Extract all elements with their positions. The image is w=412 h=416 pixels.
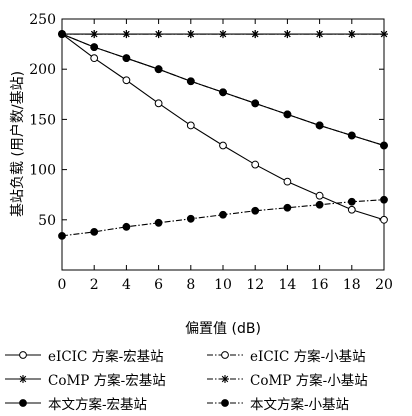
legend-item: eICIC 方案-宏基站 [4, 344, 164, 366]
legend-item: eICIC 方案-小基站 [206, 344, 366, 366]
data-point-s0 [154, 99, 163, 108]
data-point-s4 [347, 131, 356, 140]
data-point-s3 [315, 30, 324, 39]
x-tick-label: 2 [90, 277, 99, 293]
legend-item: CoMP 方案-小基站 [206, 368, 368, 390]
legend-item: 本文方案-小基站 [206, 392, 349, 414]
series-lines [61, 33, 385, 237]
x-tick-label: 8 [186, 277, 195, 293]
x-tick-label: 16 [311, 277, 329, 293]
data-point-s3 [283, 30, 292, 39]
y-tick-label: 150 [29, 112, 56, 128]
ticks: 0 2 4 6 8 10 12 14 16 18 20 50 100 150 200 250 [29, 12, 393, 293]
data-point-s5 [347, 197, 356, 206]
data-point-s4 [154, 65, 163, 74]
legend-item: 本文方案-宏基站 [4, 392, 147, 414]
data-point-s3 [90, 30, 99, 39]
legend-label: CoMP 方案-宏基站 [48, 373, 166, 389]
x-axis-title: 偏置值 (dB) [185, 321, 261, 337]
legend-swatch [5, 399, 41, 407]
data-point-s5 [122, 222, 131, 231]
data-point-s5 [315, 200, 324, 209]
x-tick-label: 0 [58, 277, 67, 293]
data-point-s3 [122, 30, 131, 39]
y-tick-label: 200 [29, 62, 56, 78]
x-tick-label: 10 [214, 277, 232, 293]
data-point-s0 [186, 121, 195, 130]
data-point-s3 [380, 30, 388, 39]
data-point-s4 [251, 99, 260, 108]
legend-swatch [5, 375, 41, 383]
line-chart: 0 2 4 6 8 10 12 14 16 18 20 50 100 150 200 250 偏置值 (dB)… [9, 12, 393, 337]
legend-swatch [207, 351, 243, 359]
data-point-s0 [122, 76, 131, 85]
y-axis-title: 基站负载 (用户数/基站) [9, 71, 26, 217]
data-point-s3 [347, 30, 356, 39]
legend-marker [19, 351, 27, 359]
x-tick-label: 14 [278, 277, 296, 293]
legend-swatch [207, 399, 243, 407]
data-point-s4 [186, 77, 195, 86]
legend-marker [221, 351, 229, 359]
legend: eICIC 方案-宏基站 eICIC 方案-小基站 CoMP 方案-宏基站 CoMP … [0, 340, 412, 416]
data-point-s3 [154, 30, 163, 39]
series-line-0 [61, 33, 385, 221]
data-point-s5 [90, 227, 99, 236]
data-point-s0 [251, 160, 260, 169]
data-point-s5 [58, 231, 66, 240]
legend-label: 本文方案-宏基站 [48, 397, 148, 413]
data-point-s4 [380, 141, 388, 150]
x-tick-label: 6 [154, 277, 163, 293]
data-point-s4 [90, 43, 99, 52]
data-point-s0 [283, 177, 292, 186]
legend-marker [221, 399, 229, 407]
legend-label: CoMP 方案-小基站 [250, 373, 368, 389]
data-point-s0 [219, 141, 227, 150]
data-point-s4 [58, 30, 66, 38]
legend-swatch [207, 375, 243, 383]
data-point-s5 [186, 214, 195, 223]
data-point-s5 [380, 195, 388, 204]
data-point-s5 [219, 210, 227, 219]
data-point-s5 [283, 203, 292, 212]
data-point-s4 [122, 54, 131, 63]
data-point-s3 [219, 30, 227, 39]
data-point-s0 [347, 205, 356, 214]
data-point-s5 [251, 206, 260, 215]
legend-item: CoMP 方案-宏基站 [4, 368, 166, 390]
x-tick-label: 20 [375, 277, 393, 293]
y-tick-label: 250 [29, 12, 56, 28]
data-point-s0 [315, 191, 324, 200]
series-markers [58, 30, 388, 240]
y-tick-label: 50 [38, 213, 56, 229]
legend-label: eICIC 方案-小基站 [250, 349, 366, 365]
legend-swatch [5, 351, 41, 359]
data-point-s4 [219, 88, 227, 97]
x-tick-label: 4 [122, 277, 131, 293]
legend-marker [19, 375, 27, 383]
x-tick-label: 18 [343, 277, 361, 293]
data-point-s0 [380, 215, 388, 224]
data-point-s4 [283, 110, 292, 119]
data-point-s3 [186, 30, 195, 39]
data-point-s0 [90, 54, 99, 63]
legend-label: eICIC 方案-宏基站 [48, 349, 164, 365]
legend-marker [221, 375, 229, 383]
data-point-s3 [251, 30, 260, 39]
data-point-s5 [154, 218, 163, 227]
x-tick-label: 12 [246, 277, 264, 293]
legend-label: 本文方案-小基站 [250, 397, 350, 413]
legend-marker [19, 399, 27, 407]
y-tick-label: 100 [29, 163, 56, 179]
data-point-s4 [315, 121, 324, 130]
